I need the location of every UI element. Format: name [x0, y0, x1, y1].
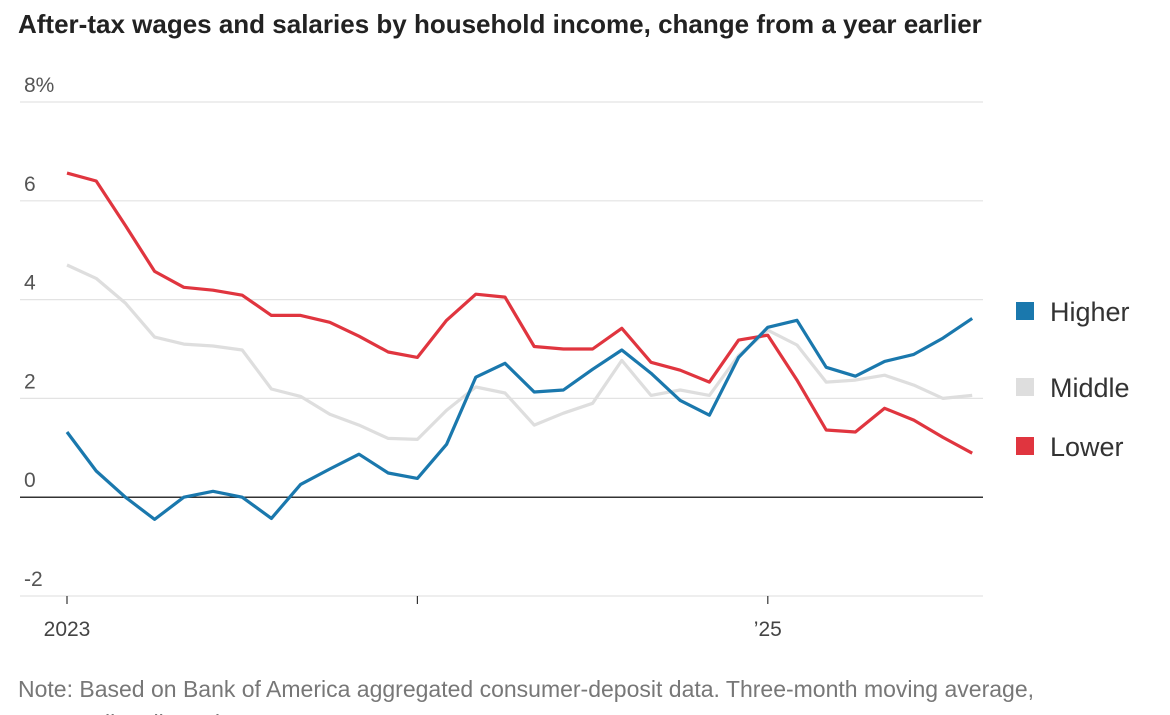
legend-label: Higher	[1050, 297, 1130, 327]
y-tick-label: -2	[24, 568, 43, 591]
line-0	[65, 317, 974, 521]
y-tick-label: 6	[24, 173, 36, 196]
legend-swatch	[1016, 302, 1034, 320]
y-tick-label: 4	[24, 272, 36, 295]
line-2	[66, 171, 973, 455]
legend-swatch	[1016, 378, 1034, 396]
line-1	[66, 263, 973, 441]
y-tick-label: 0	[24, 469, 36, 492]
y-tick-label: 2	[24, 370, 36, 393]
x-tick-label: ’25	[754, 618, 782, 641]
chart-title: After-tax wages and salaries by househol…	[18, 9, 982, 39]
y-tick-label: 8%	[24, 74, 54, 97]
legend-label: Lower	[1050, 432, 1124, 462]
note: Note: Based on Bank of America aggregate…	[18, 676, 1034, 715]
legend-swatch	[1016, 437, 1034, 455]
x-tick-label: 2023	[44, 618, 91, 641]
legend-label: Middle	[1050, 373, 1130, 403]
